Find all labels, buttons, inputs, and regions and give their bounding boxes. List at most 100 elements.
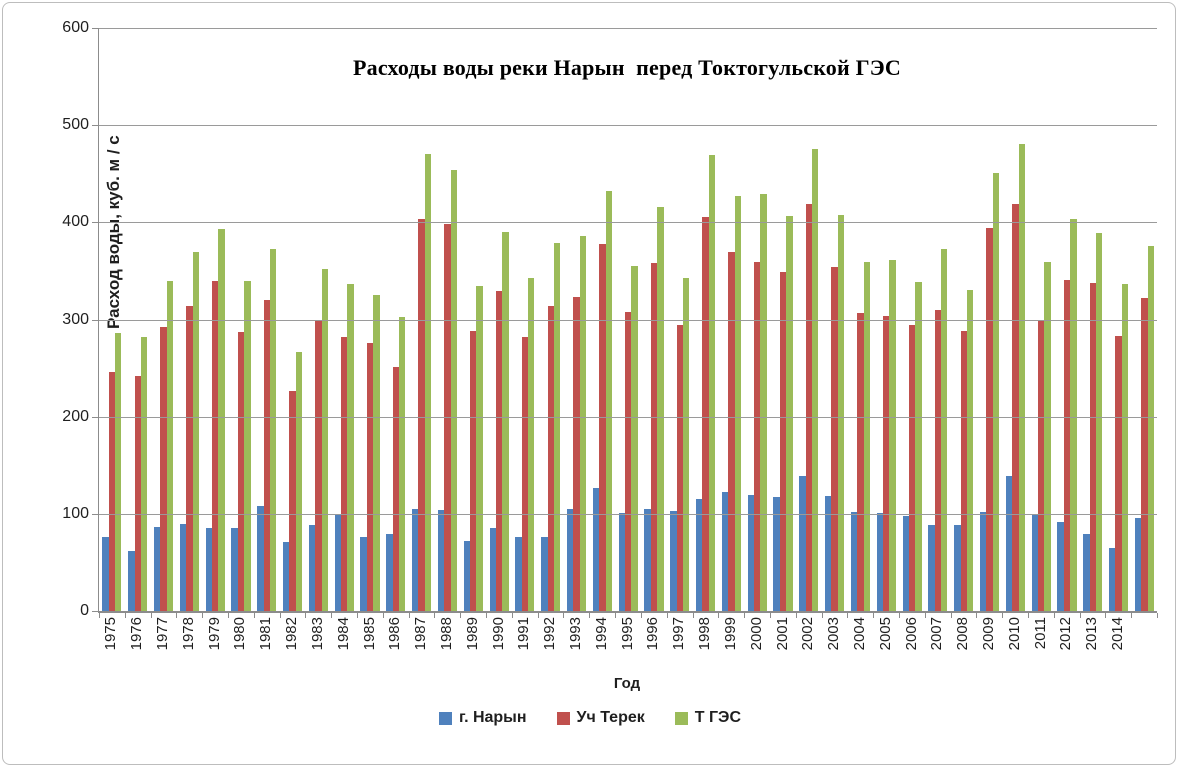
x-label-cell: 1995 [614, 617, 640, 667]
bar-group-1982 [280, 28, 306, 611]
x-tick-label-1991: 1991 [515, 617, 533, 651]
bar-г. Нарын-1987 [412, 508, 419, 611]
bar-Т ГЭС-1996 [657, 206, 664, 611]
bar-Т ГЭС-2004 [863, 262, 871, 611]
bar-Уч Терек-2007 [934, 309, 942, 611]
x-label-cell: 2000 [743, 617, 769, 667]
x-tick-label-1979: 1979 [205, 617, 223, 651]
x-axis-tick-mark [1053, 613, 1055, 618]
x-label-cell: 1977 [150, 617, 176, 667]
x-tick-label-1996: 1996 [644, 617, 662, 651]
bar-group-2012 [1054, 28, 1080, 611]
bar-group-2001 [770, 28, 796, 611]
x-axis-tick-mark [279, 613, 281, 618]
x-tick-label-1994: 1994 [592, 617, 610, 651]
bar-group-1983 [306, 28, 332, 611]
legend-swatch-icon [674, 711, 688, 725]
gridline-400 [99, 222, 1157, 224]
x-label-cell: 2007 [924, 617, 950, 667]
x-axis-tick-mark [486, 613, 488, 618]
bar-Т ГЭС-1984 [347, 283, 354, 611]
x-axis-tick-mark [589, 613, 591, 618]
x-tick-label-1977: 1977 [154, 617, 172, 651]
bar-Т ГЭС-1989 [476, 285, 483, 611]
bar-г. Нарын-2008 [954, 524, 961, 611]
bar-Т ГЭС-index-40 [1147, 245, 1154, 611]
x-label-cell: 1976 [124, 617, 150, 667]
y-axis-tick-mark [92, 125, 98, 127]
bar-г. Нарын-2012 [1057, 521, 1064, 611]
x-axis-tick-mark [1105, 613, 1107, 618]
bar-г. Нарын-1997 [670, 510, 677, 611]
bar-г. Нарын-1995 [618, 512, 625, 611]
x-axis-tick-mark [640, 613, 642, 618]
x-axis-tick-mark [1157, 613, 1158, 618]
x-axis-tick-mark [563, 613, 565, 618]
gridline-500 [99, 125, 1157, 127]
x-axis-tick-mark [150, 613, 152, 618]
x-axis-tick-mark [847, 613, 849, 618]
bar-Т ГЭС-2009 [992, 172, 1000, 611]
y-tick-label-500: 500 [62, 116, 89, 134]
bar-group-2014 [1106, 28, 1132, 611]
x-axis-tick-mark [305, 613, 307, 618]
x-label-cell: 1987 [408, 617, 434, 667]
x-axis-tick-mark [924, 613, 926, 618]
bar-Уч Терек-2011 [1037, 320, 1045, 611]
bar-г. Нарын-1980 [231, 528, 238, 611]
bar-Уч Терек-2005 [883, 315, 890, 611]
x-tick-label-1990: 1990 [489, 617, 507, 651]
bar-Уч Терек-2012 [1063, 279, 1071, 611]
bar-Т ГЭС-1982 [295, 351, 303, 611]
bar-group-1981 [254, 28, 280, 611]
bar-Уч Терек-1982 [289, 391, 296, 611]
bar-Т ГЭС-1980 [244, 280, 251, 611]
x-axis-tick-mark [950, 613, 952, 618]
x-axis-tick-mark [202, 613, 204, 618]
x-axis-title: Год [613, 675, 641, 692]
x-tick-label-1983: 1983 [308, 617, 326, 651]
bar-Уч Терек-2004 [857, 312, 864, 611]
y-axis-tick-mark [92, 611, 98, 612]
y-axis-tick-labels: 0 100 200 300 400 500 600 [31, 19, 89, 619]
bar-Т ГЭС-1995 [631, 266, 638, 611]
bar-Т ГЭС-2007 [941, 248, 948, 611]
bar-group-2002 [796, 28, 822, 611]
bar-Т ГЭС-1976 [140, 337, 148, 611]
bar-Уч Терек-1993 [573, 297, 580, 611]
bar-group-1997 [667, 28, 693, 611]
x-axis-tick-mark [744, 613, 746, 618]
bar-г. Нарын-2014 [1109, 547, 1116, 611]
x-axis-tick-mark [253, 613, 255, 618]
x-label-cell: 1996 [640, 617, 666, 667]
bar-group-1976 [125, 28, 151, 611]
bar-Уч Терек-1994 [599, 243, 606, 611]
bar-Уч Терек-1983 [315, 319, 322, 611]
x-label-cell: 1985 [356, 617, 382, 667]
x-tick-label-2012: 2012 [1057, 617, 1075, 651]
x-label-cell: 1999 [718, 617, 744, 667]
bar-г. Нарын-1990 [489, 528, 496, 611]
bar-г. Нарын-2010 [1005, 475, 1013, 611]
bar-group-1987 [409, 28, 435, 611]
x-label-cell: 1989 [459, 617, 485, 667]
x-label-cell: 1984 [330, 617, 356, 667]
x-tick-label-1998: 1998 [696, 617, 714, 651]
bar-Уч Терек-1986 [392, 367, 400, 611]
bar-Уч Терек-1978 [186, 305, 193, 611]
x-tick-label-2011: 2011 [1031, 617, 1049, 650]
bar-Уч Терек-1985 [366, 342, 374, 611]
x-label-cell: 2008 [950, 617, 976, 667]
bar-г. Нарын-1998 [696, 499, 703, 611]
x-tick-label-1981: 1981 [257, 617, 275, 651]
legend-swatch-icon [556, 711, 570, 725]
x-label-cell: 2012 [1053, 617, 1079, 667]
x-tick-label-1985: 1985 [360, 617, 378, 651]
x-label-cell: 2014 [1105, 617, 1131, 667]
bar-г. Нарын-1982 [283, 542, 290, 611]
legend-swatch-icon [439, 711, 452, 725]
x-axis-tick-labels: 1975 1976 1977 1978 1979 1980 1981 1982 1983 1984… [98, 617, 1156, 667]
y-axis-tick-mark [92, 416, 98, 418]
x-label-cell: 1998 [692, 617, 718, 667]
bar-Т ГЭС-1978 [192, 252, 199, 611]
